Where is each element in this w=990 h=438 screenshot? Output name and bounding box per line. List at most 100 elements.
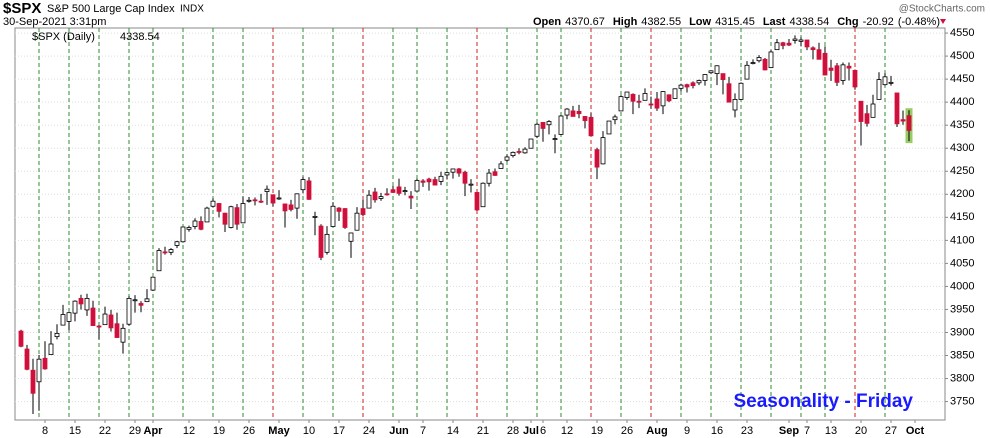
candle-body	[24, 348, 30, 370]
candle-body	[48, 343, 54, 355]
candle-body	[828, 67, 834, 71]
candle-body	[84, 297, 90, 311]
candle-body	[750, 62, 756, 64]
datetime: 30-Sep-2021 3:31pm	[3, 16, 106, 28]
candle-body	[624, 91, 630, 98]
quote-percent: (-0.48%)	[898, 16, 940, 28]
candle-body	[666, 94, 672, 102]
candle-body	[708, 70, 714, 74]
candle-body	[432, 179, 438, 186]
candle-body	[516, 151, 522, 153]
index-name: S&P 500 Large Cap Index	[47, 3, 175, 15]
y-tick-label: 4250	[950, 165, 974, 177]
candle-body	[570, 110, 576, 117]
x-tick-label: Aug	[646, 425, 667, 437]
x-tick-label: Apr	[144, 425, 164, 437]
candle-body	[168, 249, 174, 253]
candle-body	[672, 88, 678, 99]
candle-body	[684, 84, 690, 88]
candle-body	[870, 103, 876, 118]
candle-body	[756, 57, 762, 62]
x-tick-label: 20	[855, 425, 867, 437]
candle-body	[36, 358, 42, 383]
candle-body	[546, 121, 552, 126]
candle-body	[396, 186, 402, 194]
candle-body	[468, 183, 474, 186]
candle-body	[102, 313, 108, 326]
x-tick-label: 29	[129, 425, 141, 437]
candle-body	[402, 190, 408, 193]
candle-body	[318, 225, 324, 258]
candle-body	[702, 74, 708, 81]
x-tick-label: 27	[885, 425, 897, 437]
candle-body	[264, 188, 270, 192]
candle-body	[186, 227, 192, 230]
candle-body	[732, 98, 738, 111]
candle-body	[270, 194, 276, 204]
candle-body	[450, 168, 456, 173]
candle-body	[330, 205, 336, 227]
down-arrow	[940, 19, 946, 24]
x-tick-label: 12	[183, 425, 195, 437]
candle-body	[744, 64, 750, 80]
candle-body	[222, 212, 228, 225]
candle-body	[840, 64, 846, 81]
candle-body	[630, 93, 636, 102]
candle-body	[774, 42, 780, 51]
candle-body	[126, 297, 132, 325]
candle-body	[864, 113, 870, 124]
candle-body	[366, 194, 372, 209]
candle-body	[300, 179, 306, 191]
candle-body	[138, 303, 144, 306]
candle-body	[504, 156, 510, 161]
x-tick-label: 23	[741, 425, 753, 437]
candle-body	[588, 116, 594, 137]
candle-body	[714, 65, 720, 75]
exchange: INDX	[180, 4, 204, 15]
candle-body	[618, 96, 624, 112]
quote-value: 4370.67	[565, 16, 605, 28]
candle-body	[564, 108, 570, 116]
candle-body	[72, 300, 78, 314]
candle-body	[612, 116, 618, 121]
candle-body	[528, 138, 534, 149]
candle-body	[198, 221, 204, 230]
candle-body	[888, 81, 894, 84]
quote-label: Open	[533, 16, 561, 28]
quote-value: -20.92	[863, 16, 894, 28]
candle-body	[576, 110, 582, 115]
y-tick-label: 4300	[950, 142, 974, 154]
candle-body	[804, 39, 810, 48]
x-tick-label: Oct	[906, 425, 925, 437]
candle-body	[906, 115, 912, 131]
x-tick-label: Sep	[779, 425, 799, 437]
y-tick-label: 4450	[950, 73, 974, 85]
candle-body	[816, 49, 822, 60]
y-tick-label: 4050	[950, 257, 974, 269]
quote-label: Low	[689, 16, 711, 28]
candle-body	[834, 65, 840, 83]
x-tick-label: 28	[507, 425, 519, 437]
candle-body	[456, 168, 462, 174]
candle-body	[132, 299, 138, 302]
candle-body	[678, 84, 684, 89]
quote-value: 4382.55	[641, 16, 681, 28]
x-tick-label: 15	[69, 425, 81, 437]
y-tick-label: 4500	[950, 50, 974, 62]
candle-body	[288, 204, 294, 210]
y-tick-label: 4350	[950, 119, 974, 131]
candle-body	[30, 369, 36, 394]
y-tick-label: 4000	[950, 280, 974, 292]
candle-body	[414, 180, 420, 192]
candle-body	[246, 199, 252, 202]
candle-body	[690, 82, 696, 86]
x-tick-label: 17	[333, 425, 345, 437]
candle-body	[594, 149, 600, 168]
x-tick-label: Jun	[389, 425, 409, 437]
candle-body	[810, 47, 816, 51]
candle-body	[492, 171, 498, 176]
y-tick-label: 4100	[950, 234, 974, 246]
candle-body	[234, 207, 240, 225]
candle-body	[600, 137, 606, 165]
